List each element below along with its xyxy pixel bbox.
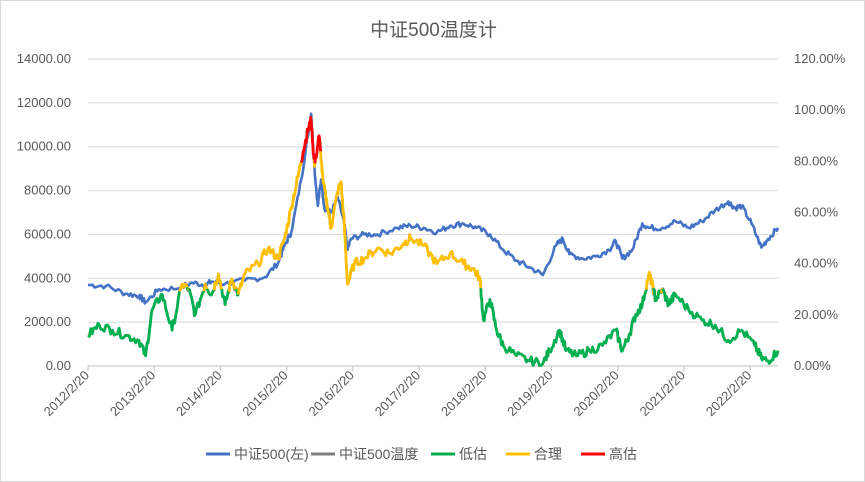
x-tick-label: 2019/2/20 [504,368,556,420]
gridlines [88,58,778,367]
temperature-band-segment [212,272,224,291]
series-lines [87,112,780,367]
temperature-band-segment [236,162,303,295]
temperature-band-segment [188,288,206,318]
temperature-band-segment [178,282,189,292]
temperature-band-segment [313,134,322,164]
right-tick-label: 20.00% [794,307,839,322]
right-tick-label: 100.00% [794,102,846,117]
x-tick-label: 2018/2/20 [438,368,490,420]
x-tick-label: 2021/2/20 [637,368,689,420]
right-tick-label: 120.00% [794,51,846,66]
legend: 中证500(左) 中证500温度 低估 合理 高估 [206,446,637,462]
temperature-band-segment [319,151,483,289]
temperature-band-segment [661,288,780,365]
left-axis-ticks: 0.00 2000.00 4000.00 6000.00 8000.00 10000.00… [17,51,71,373]
x-tick-label: 2013/2/20 [107,368,159,420]
legend-label: 中证500(左) [234,446,309,462]
left-tick-label: 12000.00 [17,95,71,110]
right-tick-label: 60.00% [794,205,839,220]
legend-label: 合理 [534,446,562,462]
x-tick-label: 2016/2/20 [305,368,357,420]
temperature-band-segment [87,291,181,358]
legend-label: 高估 [609,446,637,462]
x-tick-label: 2022/2/20 [703,368,755,420]
left-tick-label: 6000.00 [24,226,71,241]
temperature-band-segment [645,270,655,290]
legend-label: 中证500温度 [339,446,418,462]
temperature-band-segment [220,289,231,307]
right-tick-label: 80.00% [794,153,839,168]
series-line-temperature [87,116,780,367]
right-axis-ticks: 0.00% 20.00% 40.00% 60.00% 80.00% 100.00% 120.… [794,51,846,373]
x-tick-label: 2012/2/20 [41,368,93,420]
left-tick-label: 0.00 [46,358,71,373]
left-tick-label: 4000.00 [24,270,71,285]
right-tick-label: 40.00% [794,256,839,271]
right-tick-label: 0.00% [794,358,831,373]
temperature-band-segment [205,288,216,297]
temperature-band-segment [227,277,236,292]
temperature-band-segment [202,282,209,292]
left-tick-label: 8000.00 [24,183,71,198]
x-axis-ticks: 2012/2/20 2013/2/20 2014/2/20 2015/2/20 2016… [41,366,755,420]
temperature-band-segment [233,285,238,291]
temperature-band-segment [299,116,316,164]
x-tick-label: 2017/2/20 [372,368,424,420]
chart-title: 中证500温度计 [370,20,497,41]
x-tick-label: 2014/2/20 [173,368,225,420]
series-line-index [87,112,780,305]
temperature-band-segment [186,288,190,292]
temperature-band-segment [652,288,663,303]
legend-label: 低估 [459,446,487,462]
x-tick-label: 2015/2/20 [239,368,291,420]
x-tick-label: 2020/2/20 [570,368,622,420]
left-tick-label: 2000.00 [24,314,71,329]
left-tick-label: 14000.00 [17,51,71,66]
left-tick-label: 10000.00 [17,139,71,154]
temperature-band-segment [235,288,240,297]
temperature-band-segment [479,288,648,367]
